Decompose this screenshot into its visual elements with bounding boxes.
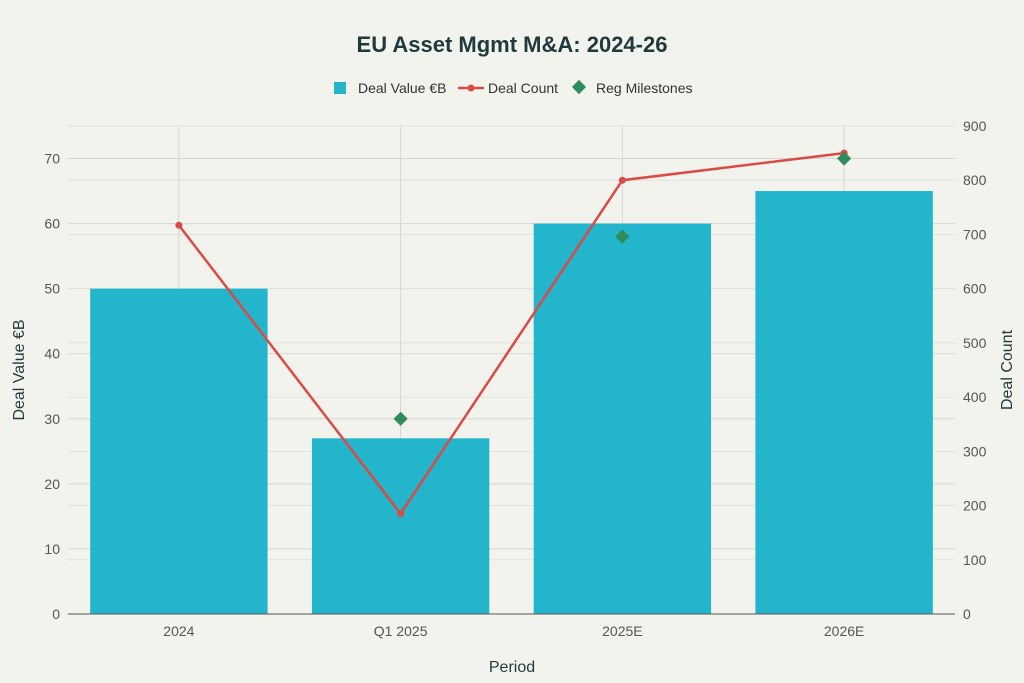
y2-tick-label: 300 (963, 443, 987, 459)
y2-tick-label: 200 (963, 498, 987, 514)
y-tick-label: 40 (44, 346, 60, 362)
bar (755, 191, 933, 615)
bar-series (90, 191, 933, 615)
y-tick-label: 70 (44, 151, 60, 167)
bar (90, 288, 268, 614)
deal-count-point (397, 510, 405, 518)
y-tick-label: 50 (44, 281, 60, 297)
y-tick-label: 20 (44, 476, 60, 492)
y2-tick-label: 900 (963, 118, 987, 134)
bar (533, 223, 712, 614)
legend-label-deal-value: Deal Value €B (358, 80, 446, 96)
y2-tick-label: 100 (963, 552, 987, 568)
legend-swatch-reg-milestones (571, 79, 587, 95)
x-tick-label: 2025E (602, 623, 642, 639)
y2-axis-label: Deal Count (999, 329, 1016, 410)
deal-count-line (177, 151, 845, 516)
deal-count-point (175, 221, 183, 229)
y-axis-label: Deal Value €B (11, 319, 28, 420)
legend-swatch-deal-count-dot (467, 84, 475, 92)
legend-label-deal-count: Deal Count (488, 80, 558, 96)
marker-series (393, 151, 852, 426)
x-axis-label: Period (489, 659, 535, 676)
y-tick-label: 0 (52, 606, 60, 622)
x-tick-label: 2024 (163, 623, 194, 639)
legend: Deal Value €B Deal Count Reg Milestones (334, 79, 693, 96)
y2-tick-label: 500 (963, 335, 987, 351)
bar (311, 438, 490, 614)
reg-milestone-marker (393, 411, 408, 426)
y2-tick-label: 0 (963, 606, 971, 622)
y2-axis-ticks: 0 100 200 300 400 500 600 700 800 900 (963, 118, 987, 622)
y-axis-ticks: 0 10 20 30 40 50 60 70 (44, 151, 60, 622)
x-tick-label: Q1 2025 (374, 623, 428, 639)
y2-tick-label: 800 (963, 172, 987, 188)
y-tick-label: 10 (44, 541, 60, 557)
reg-milestone-marker (615, 229, 630, 244)
y2-tick-label: 600 (963, 281, 987, 297)
line-series (175, 149, 848, 518)
reg-milestone-marker (837, 151, 852, 166)
chart-title: EU Asset Mgmt M&A: 2024-26 (357, 32, 668, 57)
legend-swatch-deal-value (334, 82, 346, 94)
x-axis-ticks: 2024 Q1 2025 2025E 2026E (163, 623, 864, 639)
deal-count-point (618, 176, 626, 184)
legend-label-reg-milestones: Reg Milestones (596, 80, 693, 96)
y-tick-label: 30 (44, 411, 60, 427)
x-tick-label: 2026E (824, 623, 864, 639)
y2-tick-label: 700 (963, 226, 987, 242)
y-tick-label: 60 (44, 216, 60, 232)
y2-tick-label: 400 (963, 389, 987, 405)
